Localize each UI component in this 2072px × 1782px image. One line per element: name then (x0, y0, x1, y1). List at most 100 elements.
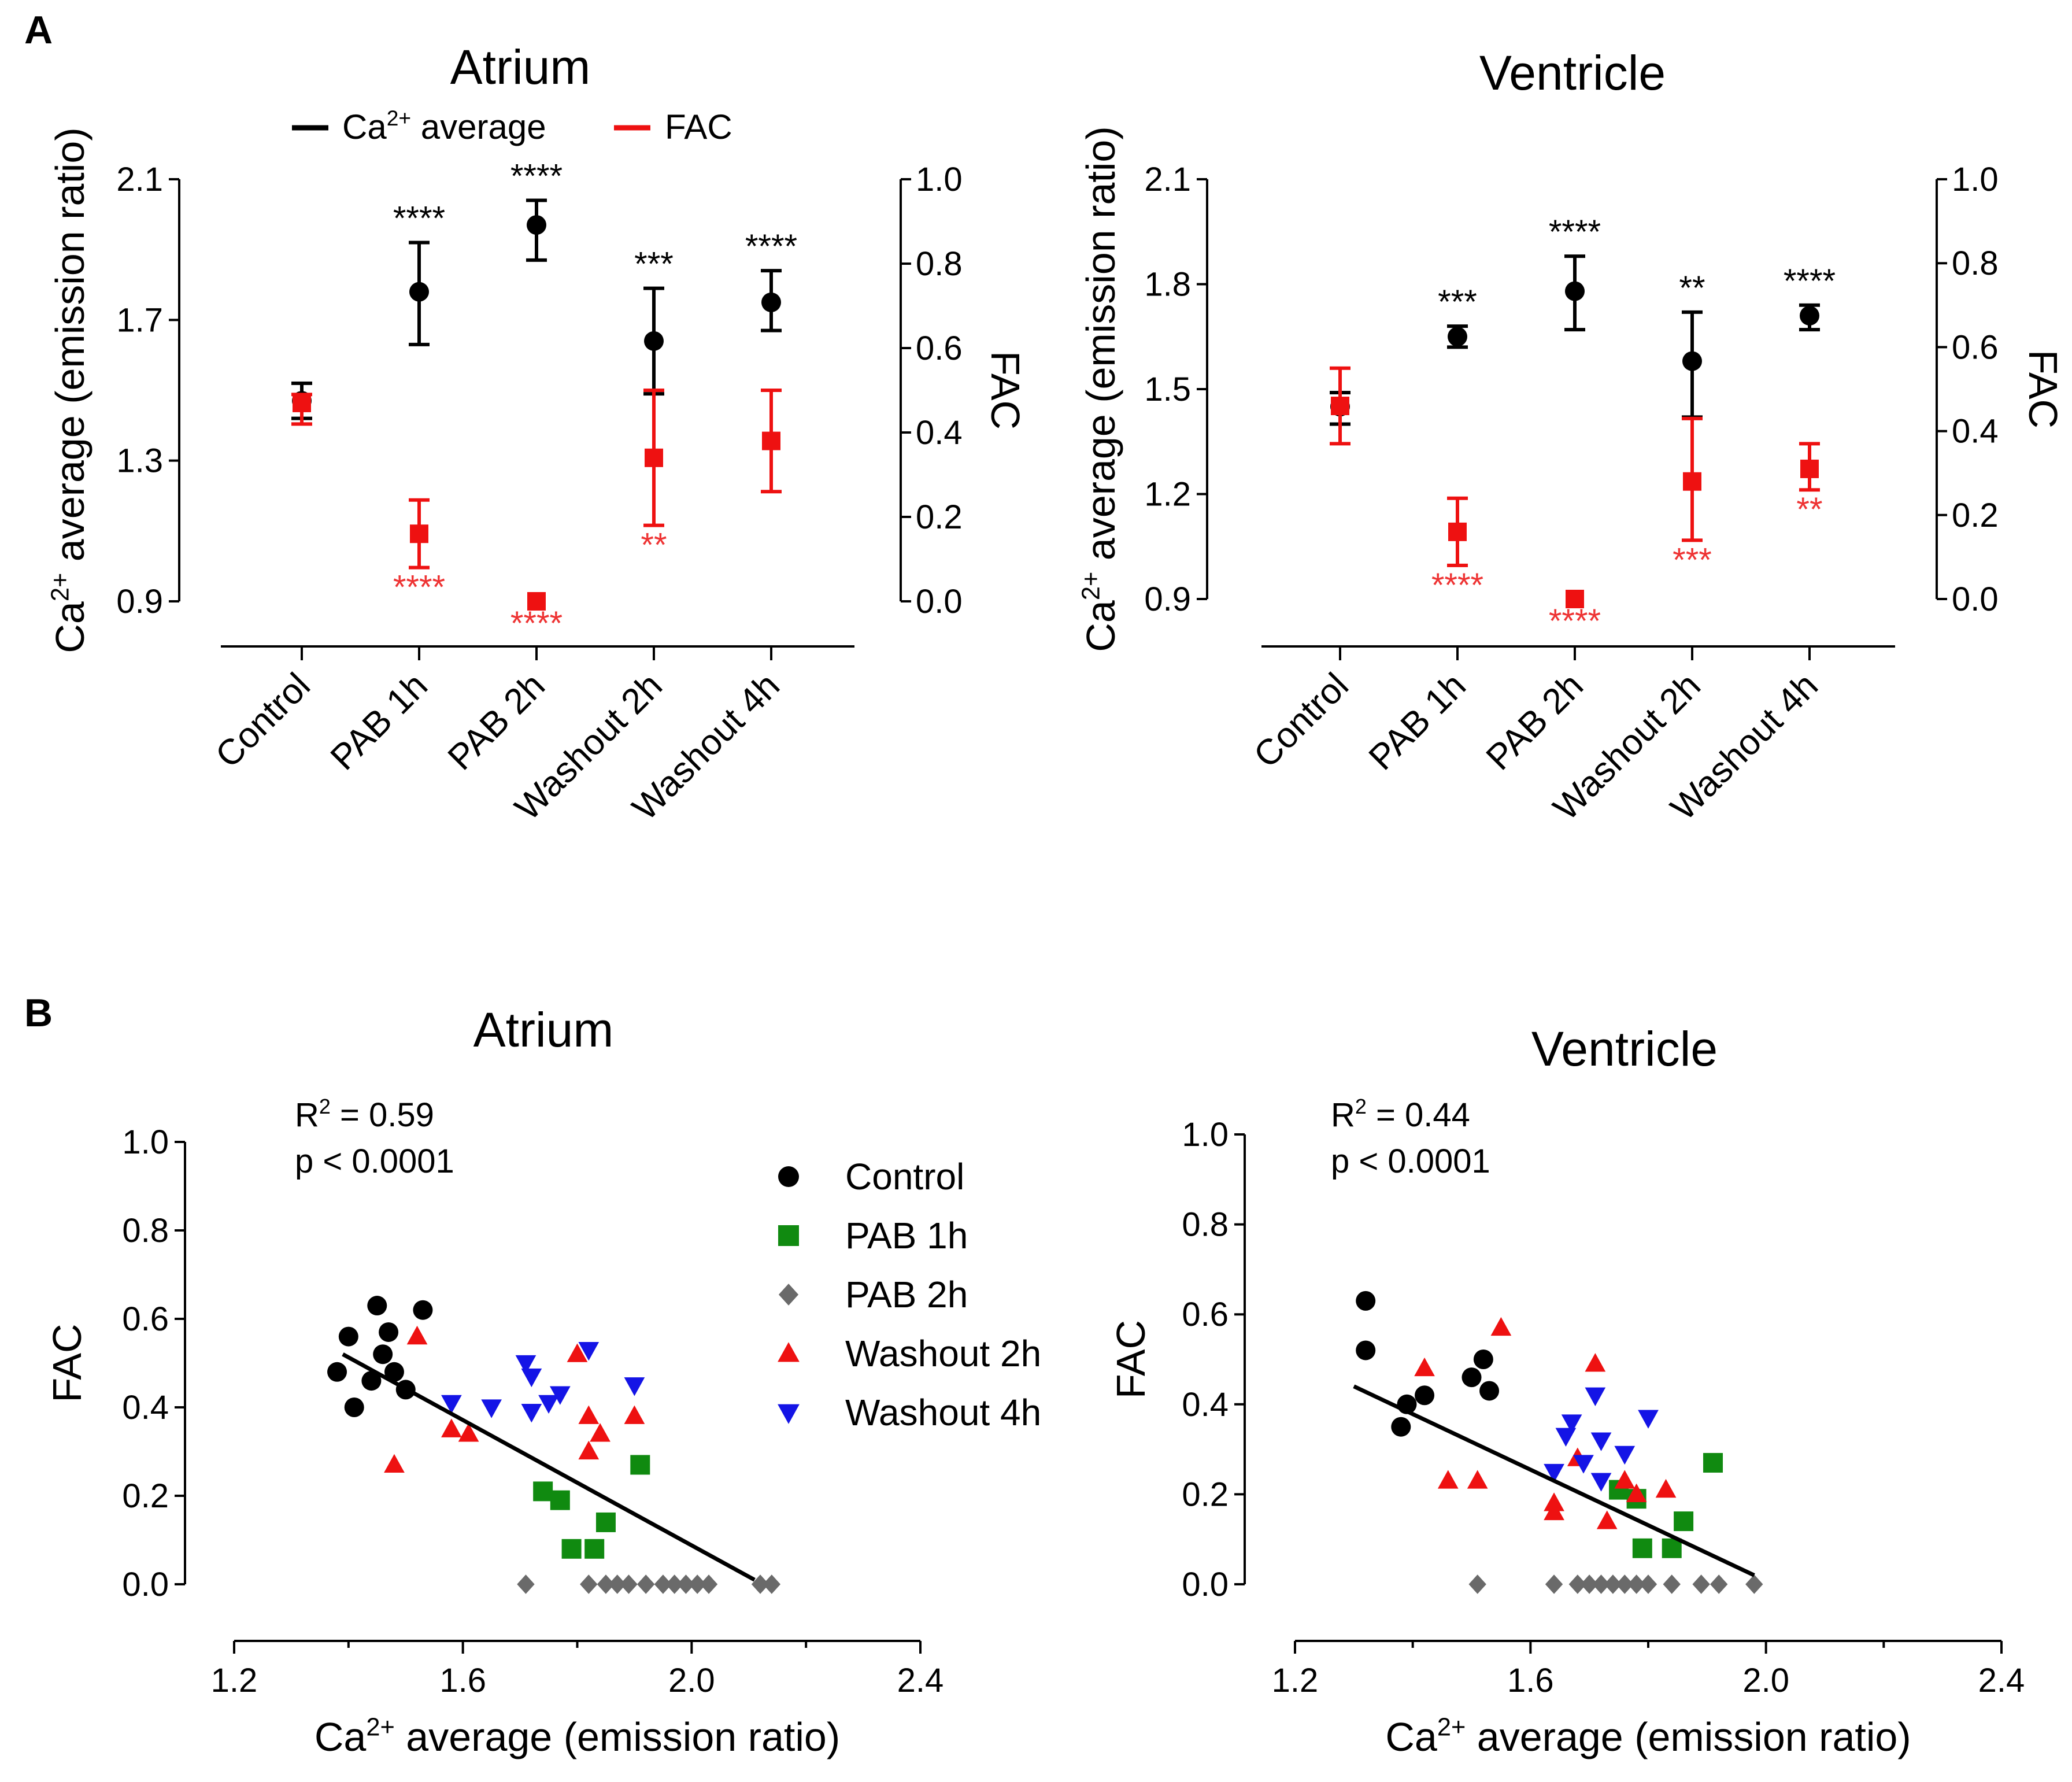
significance-marker: **** (745, 228, 797, 265)
r-squared-annotation-base: R (1331, 1096, 1355, 1134)
x-tick-label: 2.0 (668, 1662, 715, 1699)
scatter-point (590, 1423, 610, 1442)
scatter-point (751, 1574, 769, 1594)
scatter-point (538, 1395, 559, 1414)
scatter-point (550, 1490, 570, 1510)
right-tick-label: 0.8 (1952, 245, 1999, 282)
y-tick-label: 0.4 (1182, 1386, 1229, 1424)
scatter-point (1614, 1445, 1636, 1465)
p-value-annotation: p < 0.0001 (1331, 1143, 1490, 1180)
scatter-point (1585, 1353, 1606, 1372)
data-point (1800, 459, 1819, 478)
data-point (293, 393, 311, 412)
data-point (644, 331, 664, 351)
legend-marker (778, 1284, 799, 1306)
scatter-point (654, 1574, 672, 1594)
scatter-point (327, 1362, 347, 1382)
left-tick-label: 2.1 (1144, 161, 1191, 198)
significance-marker: ** (1796, 491, 1822, 528)
data-point (1800, 305, 1819, 326)
left-tick-label: 1.5 (1144, 371, 1191, 408)
right-tick-label: 0.8 (916, 245, 963, 283)
scatter-point (1663, 1574, 1681, 1594)
scatter-point (373, 1344, 393, 1365)
x-tick-label: 1.6 (439, 1662, 486, 1699)
scatter-point (1356, 1340, 1376, 1360)
left-tick-label: 2.1 (116, 161, 163, 198)
x-axis-label: Ca2+ average (emission ratio) (314, 1713, 840, 1759)
scatter-point (1573, 1455, 1594, 1474)
right-tick-label: 0.2 (916, 498, 963, 536)
r-squared-annotation-sup: 2 (319, 1095, 331, 1118)
scatter-point (1580, 1574, 1599, 1594)
significance-marker: **** (510, 158, 563, 195)
y-tick-label: 1.0 (122, 1123, 169, 1161)
scatter-point (624, 1405, 645, 1424)
legend-label: Washout 2h (845, 1333, 1041, 1374)
scatter-point (1626, 1483, 1647, 1502)
y-tick-label: 0.0 (1182, 1566, 1229, 1603)
scatter-point (1745, 1574, 1763, 1594)
scatter-point (595, 1512, 616, 1532)
scatter-point (361, 1371, 382, 1391)
data-point (1566, 590, 1584, 608)
y-tick-label: 0.4 (122, 1389, 169, 1426)
x-axis-label-sup: 2+ (1437, 1713, 1466, 1741)
r-squared-annotation-base: R (295, 1096, 319, 1134)
scatter-point (549, 1386, 571, 1405)
right-tick-label: 1.0 (916, 161, 963, 198)
left-axis-label-sup: 2+ (46, 573, 74, 601)
scatter-point (597, 1574, 615, 1594)
scatter-point (1632, 1538, 1652, 1558)
p-value-annotation: p < 0.0001 (295, 1143, 454, 1180)
scatter-point (689, 1574, 706, 1594)
y-tick-label: 1.0 (1182, 1116, 1229, 1154)
regression-line (342, 1352, 756, 1582)
legend-label: PAB 1h (845, 1215, 968, 1256)
left-axis-label: Ca2+ average (emission ratio) (46, 127, 92, 653)
chart-title: Ventricle (1531, 1022, 1718, 1076)
scatter-point (1590, 1432, 1612, 1451)
left-axis-label-base: Ca (1078, 600, 1123, 652)
panel-label-a: A (24, 8, 53, 52)
scatter-point (1414, 1357, 1435, 1377)
scatter-point (608, 1574, 626, 1594)
category-label: PAB 2h (1479, 666, 1591, 778)
scatter-point (533, 1481, 553, 1502)
x-tick-label: 2.0 (1742, 1662, 1789, 1699)
y-axis-label: FAC (45, 1323, 90, 1402)
scatter-point (1703, 1452, 1723, 1473)
legend-label-ca-base: Ca (342, 108, 387, 146)
legend-marker (778, 1166, 799, 1187)
legend-label-ca-sup: 2+ (387, 106, 411, 130)
scatter-point (637, 1574, 655, 1594)
scatter-point (700, 1574, 718, 1594)
scatter-point (1544, 1492, 1564, 1511)
right-tick-label: 0.2 (1952, 497, 1999, 534)
category-label: PAB 1h (323, 666, 435, 778)
significance-marker: **** (1784, 263, 1836, 300)
scatter-point (1462, 1367, 1482, 1388)
data-point (1682, 351, 1702, 371)
data-point (1565, 281, 1585, 301)
left-tick-label: 1.7 (116, 301, 163, 339)
r-squared-annotation: R2 = 0.59 (295, 1095, 434, 1134)
scatter-point (1490, 1317, 1512, 1336)
left-axis-label-base: Ca (47, 601, 92, 653)
right-axis-label: FAC (983, 351, 1028, 430)
scatter-point (338, 1326, 358, 1347)
scatter-point (481, 1399, 502, 1418)
scatter-point (1561, 1414, 1582, 1433)
chart-a-atrium: Atrium 0.9 1.3 1.7 2.1 0.0 0.2 0.4 0.6 0.8 1.0 Cont… (46, 40, 1028, 828)
significance-marker: *** (1673, 541, 1712, 579)
data-point (1683, 472, 1701, 491)
right-tick-label: 0.0 (1952, 581, 1999, 618)
scatter-point (580, 1574, 598, 1594)
scatter-point (1568, 1574, 1586, 1594)
regression-line (1353, 1384, 1755, 1577)
scatter-point (1544, 1463, 1564, 1483)
x-axis-label: Ca2+ average (emission ratio) (1385, 1713, 1911, 1759)
significance-marker: **** (393, 569, 445, 607)
scatter-point (1655, 1478, 1677, 1498)
